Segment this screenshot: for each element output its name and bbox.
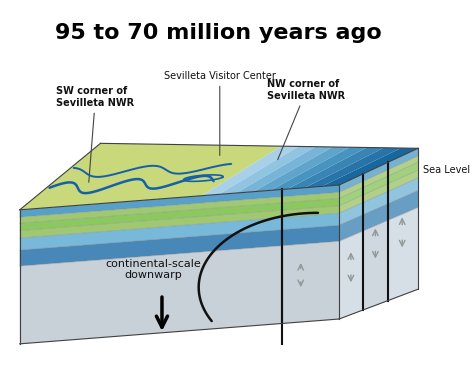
Polygon shape (339, 208, 418, 319)
Polygon shape (20, 241, 339, 344)
Polygon shape (363, 220, 388, 310)
Polygon shape (339, 148, 418, 193)
Polygon shape (339, 191, 418, 241)
Text: continental-scale
downwarp: continental-scale downwarp (105, 259, 201, 280)
Polygon shape (270, 147, 367, 190)
Polygon shape (236, 147, 333, 193)
Polygon shape (339, 170, 418, 213)
Polygon shape (322, 148, 418, 186)
Text: Sea Level: Sea Level (423, 165, 471, 175)
Polygon shape (20, 185, 339, 217)
Polygon shape (20, 206, 339, 238)
Polygon shape (20, 213, 339, 250)
Text: 95 to 70 million years ago: 95 to 70 million years ago (55, 23, 382, 43)
Text: SW corner of
Sevilleta NWR: SW corner of Sevilleta NWR (56, 86, 135, 182)
Polygon shape (20, 143, 282, 210)
Polygon shape (20, 225, 339, 266)
Polygon shape (339, 156, 418, 199)
Polygon shape (305, 148, 401, 188)
Text: NW corner of
Sevilleta NWR: NW corner of Sevilleta NWR (267, 79, 346, 160)
Polygon shape (20, 193, 339, 223)
Polygon shape (288, 147, 384, 189)
Polygon shape (20, 199, 339, 230)
Polygon shape (339, 162, 418, 206)
Polygon shape (339, 231, 363, 319)
Text: Sevilleta Visitor Center: Sevilleta Visitor Center (164, 71, 276, 155)
Polygon shape (388, 208, 418, 300)
Polygon shape (202, 146, 299, 196)
Polygon shape (253, 147, 350, 192)
Polygon shape (339, 178, 418, 225)
Polygon shape (339, 148, 418, 319)
Polygon shape (219, 146, 316, 194)
